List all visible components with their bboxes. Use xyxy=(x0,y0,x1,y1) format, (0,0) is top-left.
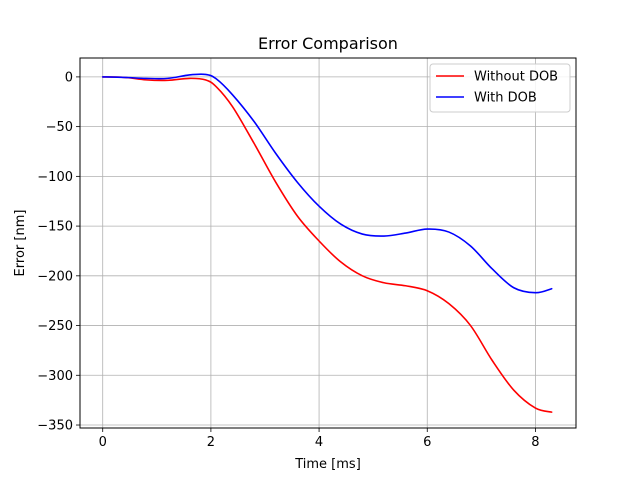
chart-title: Error Comparison xyxy=(258,34,398,53)
legend-label: With DOB xyxy=(474,91,537,106)
y-tick-label: −150 xyxy=(37,220,73,235)
legend-label: Without DOB xyxy=(474,70,558,85)
series-line-0 xyxy=(101,76,553,413)
x-tick-label: 2 xyxy=(207,435,215,450)
x-tick-label: 6 xyxy=(423,435,431,450)
y-tick-label: −200 xyxy=(37,269,73,284)
plot-frame xyxy=(79,57,577,429)
y-tick-label: −50 xyxy=(46,120,73,135)
y-tick-label: −350 xyxy=(37,419,73,434)
grid xyxy=(80,58,576,428)
y-tick-label: −300 xyxy=(37,369,73,384)
y-axis-label: Error [nm] xyxy=(13,210,28,277)
legend-box xyxy=(429,63,571,113)
legend: Without DOB With DOB xyxy=(429,63,571,113)
axis-ticks: 0 2 4 6 8 0 −50 −100 −150 −200 −250 −300 −350 xyxy=(37,70,539,450)
y-tick-label: −100 xyxy=(37,170,73,185)
y-tick-label: 0 xyxy=(65,70,73,85)
x-tick-label: 0 xyxy=(99,435,107,450)
x-tick-label: 8 xyxy=(531,435,539,450)
y-tick-label: −250 xyxy=(37,319,73,334)
series-lines xyxy=(101,73,553,413)
series-line-1 xyxy=(101,73,553,294)
x-axis-label: Time [ms] xyxy=(294,457,361,472)
x-tick-label: 4 xyxy=(315,435,323,450)
